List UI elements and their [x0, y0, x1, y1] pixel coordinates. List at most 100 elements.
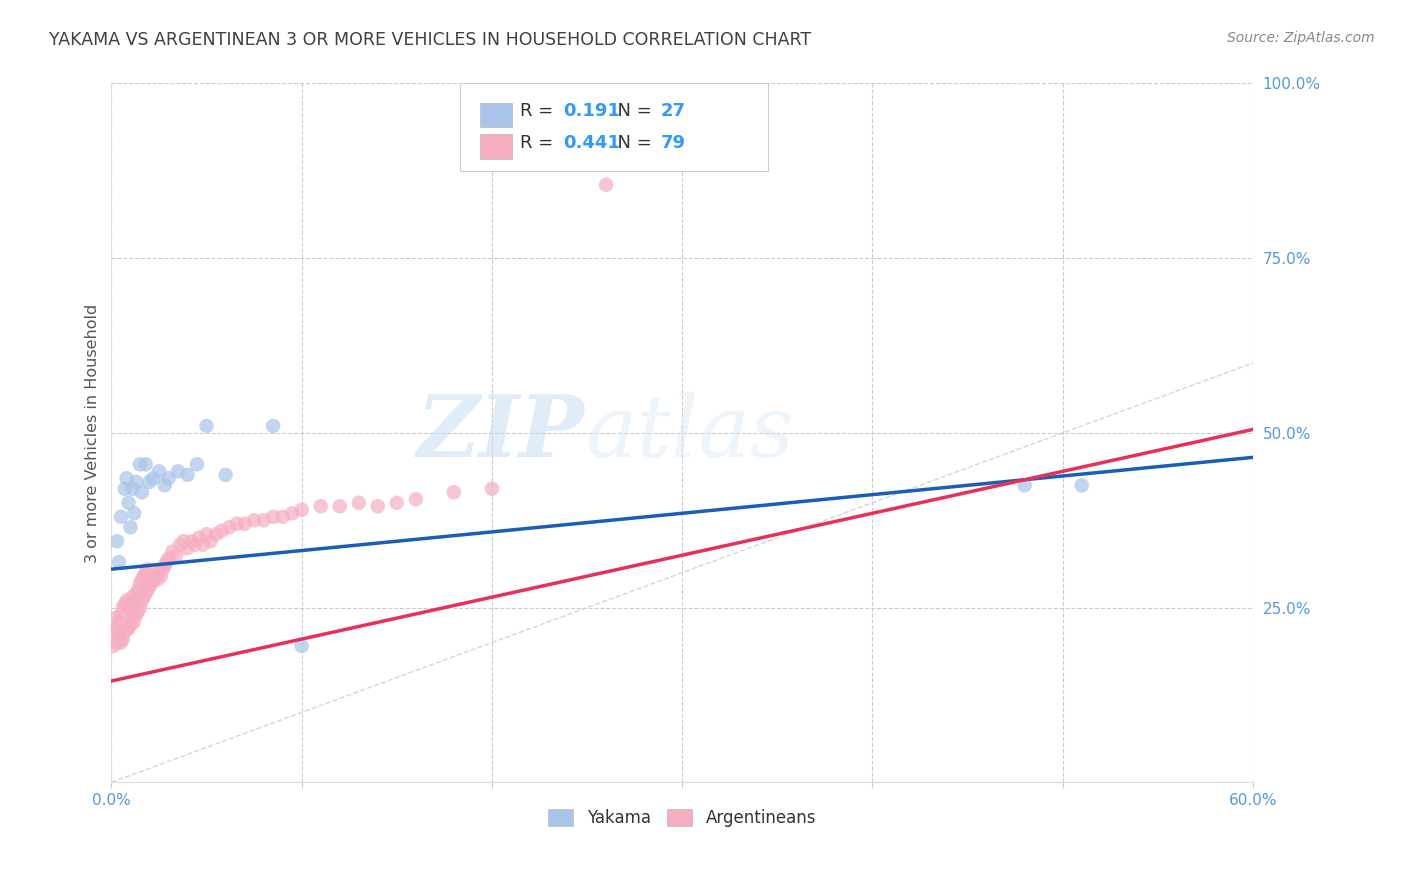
Point [262, 418, 284, 433]
Point [195, 527, 218, 541]
Point [131, 573, 153, 587]
Point [481, 482, 503, 496]
Point [122, 593, 145, 607]
Point [146, 573, 169, 587]
Point [141, 576, 163, 591]
Point [157, 551, 180, 566]
Point [131, 485, 153, 500]
Point [125, 587, 148, 601]
FancyBboxPatch shape [460, 84, 768, 170]
Point [329, 500, 352, 514]
Text: R =: R = [520, 103, 560, 120]
Point [110, 607, 132, 622]
Text: Source: ZipAtlas.com: Source: ZipAtlas.com [1227, 31, 1375, 45]
Point [142, 471, 165, 485]
Point [214, 467, 236, 482]
Point [120, 604, 142, 618]
Text: N =: N = [606, 103, 657, 120]
Text: ZIP: ZIP [418, 392, 585, 475]
Point [162, 545, 184, 559]
FancyBboxPatch shape [479, 103, 512, 128]
Point [1070, 478, 1092, 492]
Point [184, 538, 207, 552]
Point [271, 509, 294, 524]
Point [117, 496, 139, 510]
Text: 0.441: 0.441 [564, 134, 620, 152]
Text: 0.191: 0.191 [564, 103, 620, 120]
Point [291, 502, 314, 516]
Point [129, 458, 152, 472]
Point [135, 587, 157, 601]
Point [132, 569, 155, 583]
Point [105, 534, 128, 549]
Point [165, 548, 187, 562]
Point [443, 485, 465, 500]
Point [105, 635, 128, 649]
Point [117, 600, 139, 615]
Text: 27: 27 [661, 103, 686, 120]
Text: atlas: atlas [585, 392, 794, 475]
Point [148, 464, 170, 478]
Point [143, 569, 166, 583]
Point [129, 600, 152, 615]
Point [114, 482, 136, 496]
Point [108, 629, 131, 643]
Point [595, 178, 617, 192]
Point [173, 534, 195, 549]
Point [132, 590, 155, 604]
Point [138, 475, 160, 489]
Point [121, 590, 143, 604]
Text: YAKAMA VS ARGENTINEAN 3 OR MORE VEHICLES IN HOUSEHOLD CORRELATION CHART: YAKAMA VS ARGENTINEAN 3 OR MORE VEHICLES… [49, 31, 811, 49]
Point [127, 604, 149, 618]
Point [233, 516, 256, 531]
Point [176, 467, 198, 482]
Point [110, 509, 132, 524]
Point [142, 573, 165, 587]
Point [218, 520, 240, 534]
Point [114, 625, 136, 640]
Point [122, 615, 145, 629]
Point [111, 632, 134, 646]
Text: N =: N = [606, 134, 657, 152]
Point [200, 534, 222, 549]
Point [127, 583, 149, 598]
Point [108, 615, 131, 629]
Point [110, 635, 132, 649]
Point [136, 562, 159, 576]
Point [152, 562, 174, 576]
Point [105, 622, 128, 636]
Point [115, 622, 138, 636]
Point [136, 583, 159, 598]
Point [291, 639, 314, 653]
Point [195, 418, 218, 433]
Point [187, 531, 209, 545]
FancyBboxPatch shape [479, 134, 512, 159]
Point [135, 458, 157, 472]
Point [149, 569, 172, 583]
Point [129, 576, 152, 591]
Point [108, 555, 131, 569]
Point [115, 593, 138, 607]
Point [131, 593, 153, 607]
Point [103, 639, 125, 653]
Point [309, 500, 332, 514]
Point [153, 558, 176, 573]
Point [120, 618, 142, 632]
Y-axis label: 3 or more Vehicles in Household: 3 or more Vehicles in Household [86, 303, 100, 563]
Point [347, 496, 370, 510]
Point [281, 506, 304, 520]
Point [120, 520, 142, 534]
Point [117, 622, 139, 636]
Point [125, 475, 148, 489]
Point [1014, 478, 1036, 492]
Point [205, 527, 228, 541]
Point [243, 513, 266, 527]
Point [104, 611, 127, 625]
Point [385, 496, 408, 510]
Point [121, 611, 143, 625]
Point [115, 471, 138, 485]
Point [262, 509, 284, 524]
Point [186, 458, 208, 472]
Point [121, 482, 143, 496]
Point [169, 538, 191, 552]
